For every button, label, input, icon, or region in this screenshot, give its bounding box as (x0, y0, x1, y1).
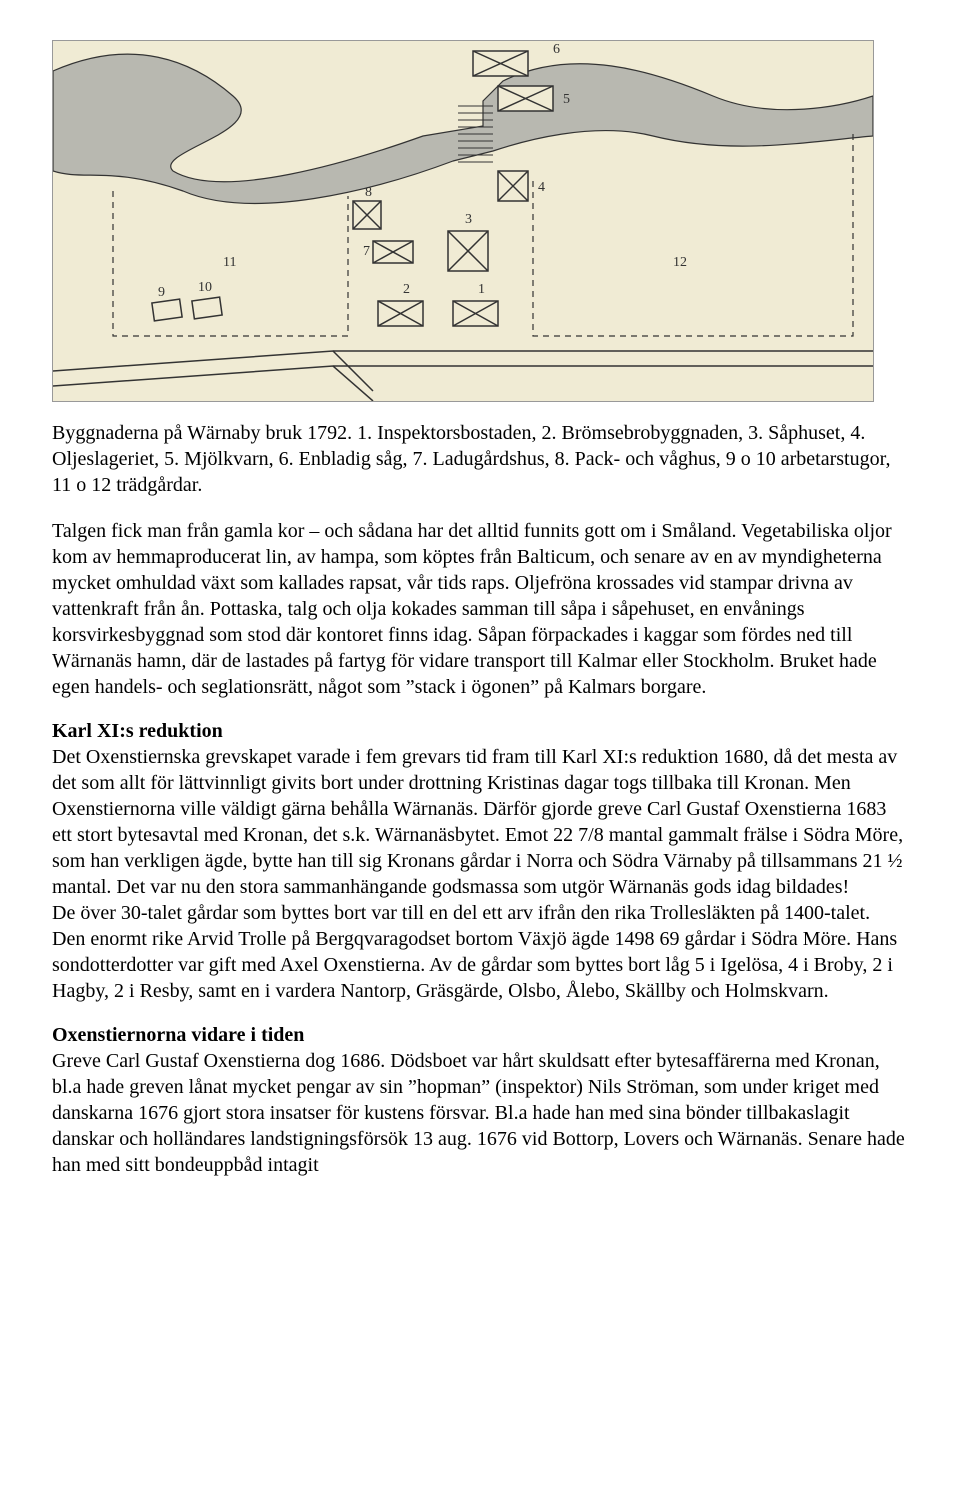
svg-text:7: 7 (363, 244, 370, 259)
svg-text:3: 3 (465, 212, 472, 227)
heading-oxenstiernorna: Oxenstiernorna vidare i tiden (52, 1022, 908, 1048)
site-plan-svg: 1 2 3 4 5 6 7 8 9 10 11 12 (53, 41, 873, 401)
heading-reduktion: Karl XI:s reduktion (52, 718, 908, 744)
svg-text:5: 5 (563, 92, 570, 107)
svg-text:12: 12 (673, 255, 687, 270)
svg-text:1: 1 (478, 282, 485, 297)
section-reduktion: Karl XI:s reduktion Det Oxenstiernska gr… (52, 718, 908, 1004)
svg-text:2: 2 (403, 282, 410, 297)
site-plan-figure: 1 2 3 4 5 6 7 8 9 10 11 12 Byggnaderna p… (52, 40, 908, 498)
paragraph-talgen: Talgen fick man från gamla kor – och såd… (52, 518, 908, 700)
svg-text:10: 10 (198, 280, 212, 295)
body-oxenstiernorna: Greve Carl Gustaf Oxenstierna dog 1686. … (52, 1048, 908, 1178)
svg-text:4: 4 (538, 180, 545, 195)
figure-caption: Byggnaderna på Wärnaby bruk 1792. 1. Ins… (52, 420, 908, 498)
body-reduktion: Det Oxenstiernska grevskapet varade i fe… (52, 744, 908, 1004)
site-plan-image: 1 2 3 4 5 6 7 8 9 10 11 12 (52, 40, 874, 402)
svg-text:6: 6 (553, 42, 560, 57)
section-oxenstiernorna: Oxenstiernorna vidare i tiden Greve Carl… (52, 1022, 908, 1178)
svg-text:9: 9 (158, 285, 165, 300)
svg-text:8: 8 (365, 185, 372, 200)
svg-text:11: 11 (223, 255, 236, 270)
